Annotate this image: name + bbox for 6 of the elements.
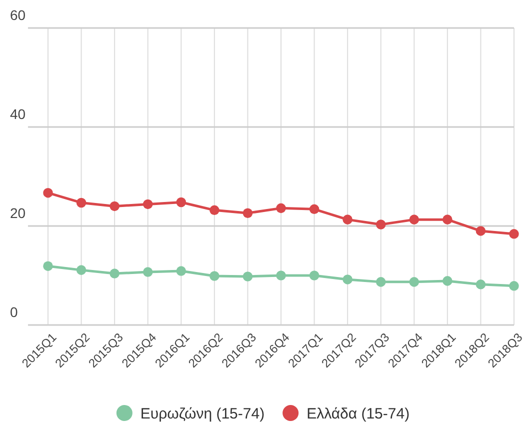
y-tick-label: 60 xyxy=(10,7,26,23)
y-tick-label: 20 xyxy=(10,205,26,221)
legend-label: Ελλάδα (15-74) xyxy=(306,405,410,422)
y-tick-label: 40 xyxy=(10,106,26,122)
legend-label: Ευρωζώνη (15-74) xyxy=(140,405,265,422)
y-tick-label: 0 xyxy=(10,304,18,320)
